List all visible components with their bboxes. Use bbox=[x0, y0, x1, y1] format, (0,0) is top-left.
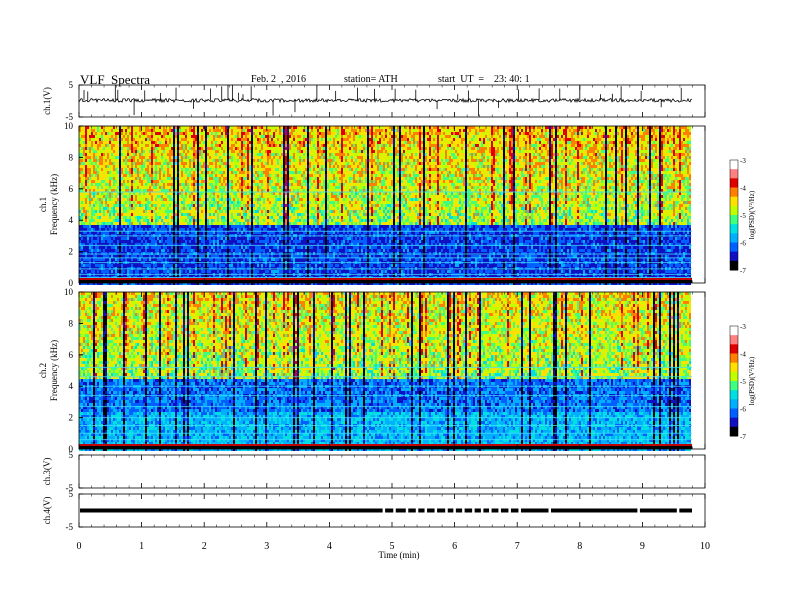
colorbar-tick-label: -6 bbox=[740, 406, 746, 414]
colorbar-label: log(PSD)(V²/Hz) bbox=[748, 356, 756, 405]
x-tick-label: 9 bbox=[640, 541, 645, 552]
ch1-trace bbox=[79, 99, 692, 103]
y-tick-label: -5 bbox=[66, 112, 74, 122]
y-tick-label: 5 bbox=[69, 450, 74, 460]
x-tick-label: 7 bbox=[515, 541, 520, 552]
colorbar-tick-label: -4 bbox=[740, 185, 746, 193]
y-axis-label: ch.1 bbox=[38, 197, 48, 212]
y-tick-label: 2 bbox=[69, 247, 74, 257]
colorbar-tick-label: -3 bbox=[740, 157, 746, 165]
ch4-gap bbox=[481, 509, 484, 513]
y-axis-label: ch.2 bbox=[38, 363, 48, 378]
ch4-gap bbox=[498, 509, 501, 513]
waveform-ch3-waveform bbox=[79, 455, 83, 488]
x-tick-label: 4 bbox=[327, 541, 332, 552]
colorbar-tick-label: -7 bbox=[740, 433, 746, 441]
y-tick-label: 4 bbox=[69, 381, 74, 391]
y-tick-label: 8 bbox=[69, 152, 74, 162]
y-axis-label: ch.4(V) bbox=[42, 497, 52, 525]
y-tick-label: 8 bbox=[69, 318, 74, 328]
ch4-gap bbox=[518, 509, 521, 513]
ch4-trace bbox=[80, 509, 692, 513]
colorbar-label: log(PSD)(V²/Hz) bbox=[748, 190, 756, 239]
colorbar-tick-label: -3 bbox=[740, 323, 746, 331]
y-tick-label: 10 bbox=[64, 287, 74, 297]
y-axis-label: Frequency (kHz) bbox=[49, 174, 59, 235]
colorbar-tick-label: -4 bbox=[740, 351, 746, 359]
ch4-gap bbox=[489, 509, 492, 513]
x-tick-label: 3 bbox=[264, 541, 269, 552]
spectrogram-1 bbox=[79, 126, 738, 285]
ch4-gap bbox=[416, 509, 419, 513]
x-tick-label: 10 bbox=[700, 541, 710, 552]
ch4-gap bbox=[508, 509, 511, 513]
ch4-gap bbox=[472, 509, 475, 513]
colorbar-tick-label: -7 bbox=[740, 267, 746, 275]
ch4-gap bbox=[406, 509, 409, 513]
colorbar-tick-label: -5 bbox=[740, 212, 746, 220]
ch4-gap bbox=[462, 509, 465, 513]
colorbar-tick-label: -5 bbox=[740, 378, 746, 386]
ch4-gap bbox=[445, 509, 448, 513]
y-tick-label: 6 bbox=[69, 350, 74, 360]
ch4-gap bbox=[549, 509, 552, 513]
ch4-gap bbox=[425, 509, 428, 513]
waveform-ch4-waveform bbox=[79, 494, 692, 527]
ch4-gap bbox=[637, 509, 640, 513]
y-tick-label: 2 bbox=[69, 413, 74, 423]
ch4-gap bbox=[677, 509, 680, 513]
x-tick-label: 8 bbox=[577, 541, 582, 552]
y-tick-label: 10 bbox=[64, 121, 74, 131]
y-tick-label: 6 bbox=[69, 184, 74, 194]
x-tick-label: 1 bbox=[139, 541, 144, 552]
ch4-gap bbox=[435, 509, 438, 513]
spectrogram-2 bbox=[79, 292, 738, 451]
y-axis-label: ch.1(V) bbox=[42, 87, 52, 115]
ch4-gap bbox=[393, 509, 396, 513]
x-tick-label: 2 bbox=[202, 541, 207, 552]
ch4-gap bbox=[383, 509, 386, 513]
y-tick-label: 5 bbox=[69, 489, 74, 499]
x-axis-label: Time (min) bbox=[379, 550, 420, 560]
waveform-ch1-waveform bbox=[79, 85, 692, 117]
colorbar-tick-label: -6 bbox=[740, 240, 746, 248]
ch4-gap bbox=[453, 509, 456, 513]
vlf-spectra-figure: 0246810ch.1 Frequency (kHz)-3-4-5-6-7log(… bbox=[0, 0, 792, 612]
x-tick-label: 6 bbox=[452, 541, 457, 552]
y-tick-label: 4 bbox=[69, 215, 74, 225]
y-axis-label: Frequency (kHz) bbox=[49, 340, 59, 401]
x-tick-label: 0 bbox=[77, 541, 82, 552]
y-axis-label: ch.3(V) bbox=[42, 458, 52, 486]
y-tick-label: 5 bbox=[69, 80, 74, 90]
y-tick-label: -5 bbox=[66, 522, 74, 532]
